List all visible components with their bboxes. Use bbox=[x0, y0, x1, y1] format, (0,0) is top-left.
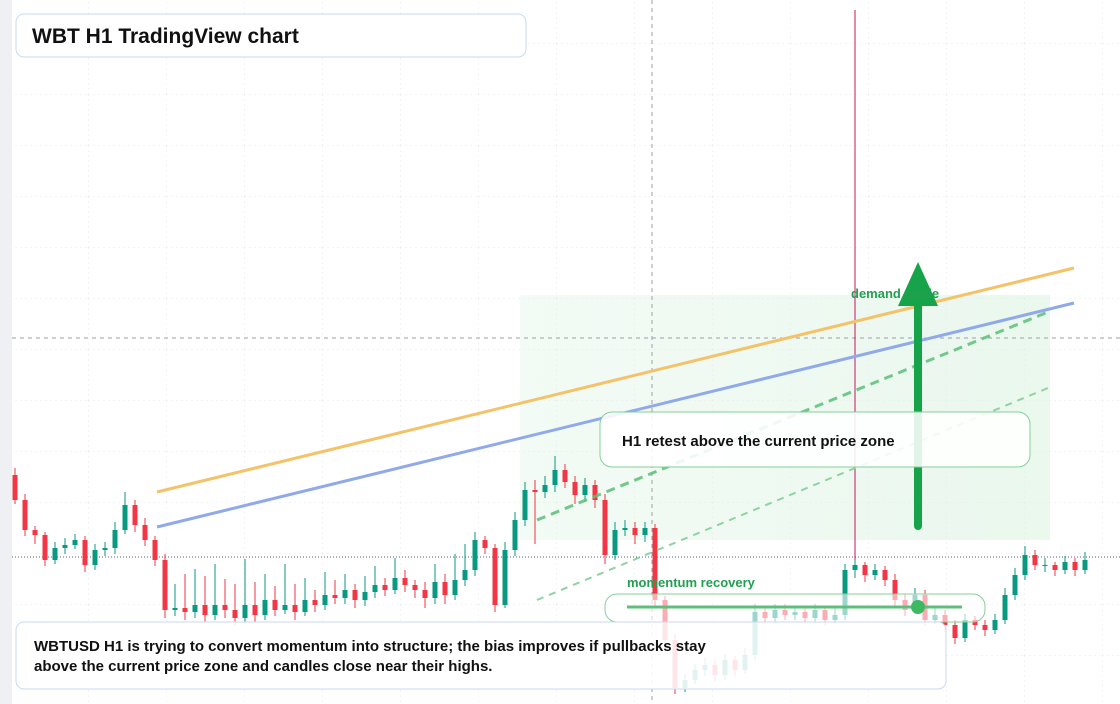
candle-body bbox=[1032, 555, 1038, 565]
candle-body bbox=[352, 590, 358, 600]
candle-body bbox=[232, 610, 238, 618]
candle-body bbox=[442, 582, 448, 595]
candle-body bbox=[1072, 562, 1078, 570]
candle-body bbox=[602, 500, 608, 555]
candle-body bbox=[72, 540, 78, 545]
candle-body bbox=[142, 525, 148, 540]
note-text: WBTUSD H1 is trying to convert momentum … bbox=[34, 638, 706, 675]
candle-body bbox=[962, 620, 968, 638]
candle-body bbox=[552, 470, 558, 485]
candle-body bbox=[262, 600, 268, 615]
candle-body bbox=[642, 528, 648, 535]
candle-body bbox=[1062, 562, 1068, 570]
candle-body bbox=[302, 600, 308, 612]
candle-body bbox=[882, 570, 888, 580]
candle-body bbox=[362, 592, 368, 600]
candle-body bbox=[1022, 555, 1028, 575]
candle-body bbox=[282, 605, 288, 610]
candle-body bbox=[562, 470, 568, 482]
candle-body bbox=[12, 475, 18, 500]
candle-body bbox=[252, 605, 258, 615]
candle-body bbox=[632, 528, 638, 535]
candle-body bbox=[972, 620, 978, 625]
retest-text: H1 retest above the current price zone bbox=[622, 433, 895, 450]
candle-body bbox=[1042, 565, 1048, 566]
candle-body bbox=[322, 595, 328, 605]
candle-body bbox=[952, 625, 958, 638]
candle-body bbox=[392, 578, 398, 590]
candle-body bbox=[122, 505, 128, 530]
candle-body bbox=[242, 605, 248, 618]
candle-body bbox=[872, 570, 878, 575]
arrow-head bbox=[898, 262, 938, 306]
candle-body bbox=[622, 528, 628, 530]
candle-body bbox=[412, 585, 418, 590]
candle-body bbox=[222, 605, 228, 610]
candle-body bbox=[432, 582, 438, 598]
candle-body bbox=[102, 548, 108, 550]
candle-body bbox=[202, 605, 208, 615]
candle-body bbox=[612, 530, 618, 555]
candle-body bbox=[172, 608, 178, 610]
left-border bbox=[0, 0, 12, 704]
candle-body bbox=[292, 605, 298, 612]
momentum-dot bbox=[911, 600, 925, 614]
candle-body bbox=[1082, 560, 1088, 570]
candle-body bbox=[22, 500, 28, 530]
candle-body bbox=[522, 490, 528, 520]
candle-body bbox=[152, 540, 158, 560]
title-box bbox=[15, 13, 527, 58]
chart-title: WBT H1 TradingView chart bbox=[32, 25, 299, 48]
candle-body bbox=[492, 548, 498, 605]
candle-body bbox=[592, 485, 598, 500]
candle-body bbox=[502, 550, 508, 605]
candle-body bbox=[472, 540, 478, 570]
candle-body bbox=[862, 565, 868, 575]
candle-body bbox=[382, 585, 388, 590]
candle-body bbox=[342, 590, 348, 598]
candle-body bbox=[582, 485, 588, 495]
candle-body bbox=[422, 590, 428, 598]
candle-body bbox=[52, 548, 58, 560]
candle-body bbox=[982, 625, 988, 630]
candle-body bbox=[1052, 565, 1058, 570]
candle-body bbox=[852, 565, 858, 570]
zone-label: demand guide bbox=[851, 286, 939, 301]
candle-body bbox=[1002, 595, 1008, 620]
candle-body bbox=[212, 605, 218, 615]
candle-body bbox=[842, 570, 848, 615]
candle-body bbox=[92, 550, 98, 565]
momentum-label: momentum recovery bbox=[627, 575, 756, 590]
candle-body bbox=[512, 520, 518, 550]
candle-body bbox=[482, 540, 488, 548]
note-wrap: WBTUSD H1 is trying to convert momentum … bbox=[34, 638, 706, 675]
candle-body bbox=[332, 595, 338, 598]
candle-body bbox=[182, 608, 188, 612]
candle-body bbox=[532, 490, 538, 492]
candle-body bbox=[82, 540, 88, 565]
candle-body bbox=[992, 620, 998, 630]
candle-body bbox=[132, 505, 138, 525]
candle-body bbox=[312, 600, 318, 605]
candle-body bbox=[542, 485, 548, 492]
candle-body bbox=[32, 530, 38, 535]
candle-body bbox=[192, 605, 198, 612]
candle-body bbox=[112, 530, 118, 548]
candle-body bbox=[652, 528, 658, 600]
candle-body bbox=[272, 600, 278, 610]
candle-body bbox=[572, 482, 578, 495]
candle-body bbox=[372, 585, 378, 592]
candle-body bbox=[42, 535, 48, 560]
candle-body bbox=[892, 580, 898, 600]
retest-callout bbox=[599, 411, 1031, 468]
candle-body bbox=[462, 570, 468, 580]
candle-body bbox=[62, 545, 68, 548]
candle-body bbox=[402, 578, 408, 585]
candle-body bbox=[452, 580, 458, 595]
candle-body bbox=[162, 560, 168, 610]
note-box bbox=[15, 621, 947, 690]
candle-body bbox=[1012, 575, 1018, 595]
